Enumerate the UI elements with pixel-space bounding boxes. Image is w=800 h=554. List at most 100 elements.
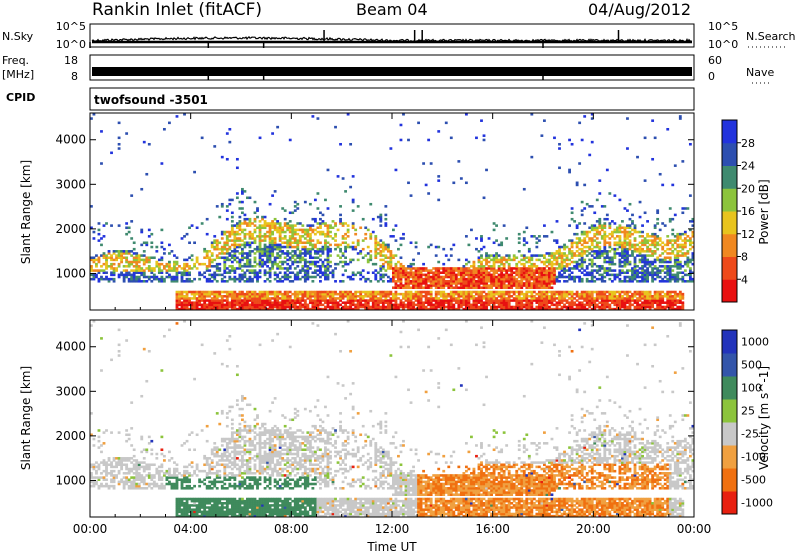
power-cell (641, 254, 644, 257)
velocity-cell (97, 463, 101, 467)
power-cell (276, 254, 280, 257)
power-cell (238, 207, 242, 210)
power-cell (168, 273, 171, 277)
power-cell (452, 267, 456, 270)
power-cell (233, 299, 237, 302)
power-cell (248, 307, 252, 310)
power-cell (283, 297, 287, 300)
power-cell (477, 292, 481, 296)
power-cell (366, 292, 370, 296)
power-cell (457, 307, 461, 310)
power-cell (308, 299, 312, 302)
power-cell (389, 256, 393, 260)
power-cell (298, 237, 302, 240)
power-cell (228, 292, 232, 296)
power-cell (213, 292, 217, 296)
power-cell (392, 271, 395, 274)
power-cell (251, 232, 254, 236)
power-cell (447, 284, 451, 287)
power-cell (381, 292, 385, 296)
power-cell (235, 303, 239, 307)
power-cell (477, 256, 481, 260)
power-cell (185, 258, 189, 262)
power-cell (482, 134, 486, 137)
power-cell (628, 269, 632, 272)
power-cell (452, 243, 456, 247)
power-cell (273, 237, 277, 240)
power-cell (351, 277, 355, 281)
power-cell (520, 299, 524, 302)
power-cell (595, 303, 599, 307)
power-cell (543, 269, 546, 272)
power-cell (321, 271, 325, 274)
power-cell (437, 280, 441, 283)
power-cell (331, 226, 335, 230)
power-cell (200, 295, 204, 298)
power-cell (462, 303, 466, 307)
power-cell (339, 299, 342, 302)
power-cell (638, 200, 642, 204)
power-cell (545, 273, 549, 277)
power-cell (525, 301, 529, 304)
power-cell (407, 301, 410, 304)
power-cell (409, 275, 413, 279)
power-cell (449, 307, 453, 310)
power-cell (384, 256, 388, 260)
power-cell (535, 282, 539, 285)
power-cell (555, 262, 559, 266)
power-cell (339, 250, 342, 253)
power-cell (573, 252, 577, 255)
power-cell (354, 299, 358, 302)
power-cell (256, 250, 259, 253)
power-cell (505, 258, 509, 262)
power-cell (246, 260, 249, 264)
power-cell (341, 252, 345, 255)
power-cell (588, 305, 592, 309)
power-cell (480, 303, 483, 307)
power-cell (671, 277, 675, 281)
power-cell (313, 262, 317, 266)
power-cell (623, 301, 627, 304)
power-cell (230, 224, 234, 227)
power-cell (527, 269, 531, 272)
power-cell (276, 307, 280, 310)
power-cell (379, 213, 383, 217)
power-cell (540, 301, 544, 304)
power-cell (273, 241, 277, 245)
power-cell (590, 307, 594, 310)
power-cell (510, 286, 514, 289)
power-cell (555, 267, 559, 270)
power-cell (238, 303, 242, 307)
power-cell (183, 303, 186, 307)
power-cell (467, 280, 471, 283)
power-cell (558, 273, 561, 277)
power-cell (334, 267, 337, 270)
power-cell (281, 252, 285, 255)
power-cell (243, 271, 247, 274)
power-cell (266, 224, 269, 227)
power-cell (389, 303, 393, 307)
power-cell (454, 286, 458, 289)
power-cell (653, 235, 657, 238)
power-cell (419, 307, 423, 310)
power-cell (583, 299, 587, 302)
power-cell (235, 256, 239, 260)
power-cell (467, 284, 471, 287)
power-cell (243, 303, 247, 307)
power-cell (553, 277, 556, 281)
power-cell (296, 202, 300, 206)
power-colorbar-tick-label: 16 (741, 205, 755, 218)
power-cell (666, 301, 670, 304)
power-cell (492, 254, 496, 257)
power-cell (439, 282, 443, 285)
power-cell (386, 265, 390, 268)
velocity-cell (110, 478, 113, 481)
power-cell (470, 271, 473, 274)
power-cell (296, 241, 300, 245)
power-cell (548, 305, 551, 309)
power-cell (613, 303, 617, 307)
power-cell (540, 303, 544, 307)
power-cell (563, 280, 566, 283)
power-cell (668, 239, 672, 242)
power-cell (319, 254, 322, 257)
